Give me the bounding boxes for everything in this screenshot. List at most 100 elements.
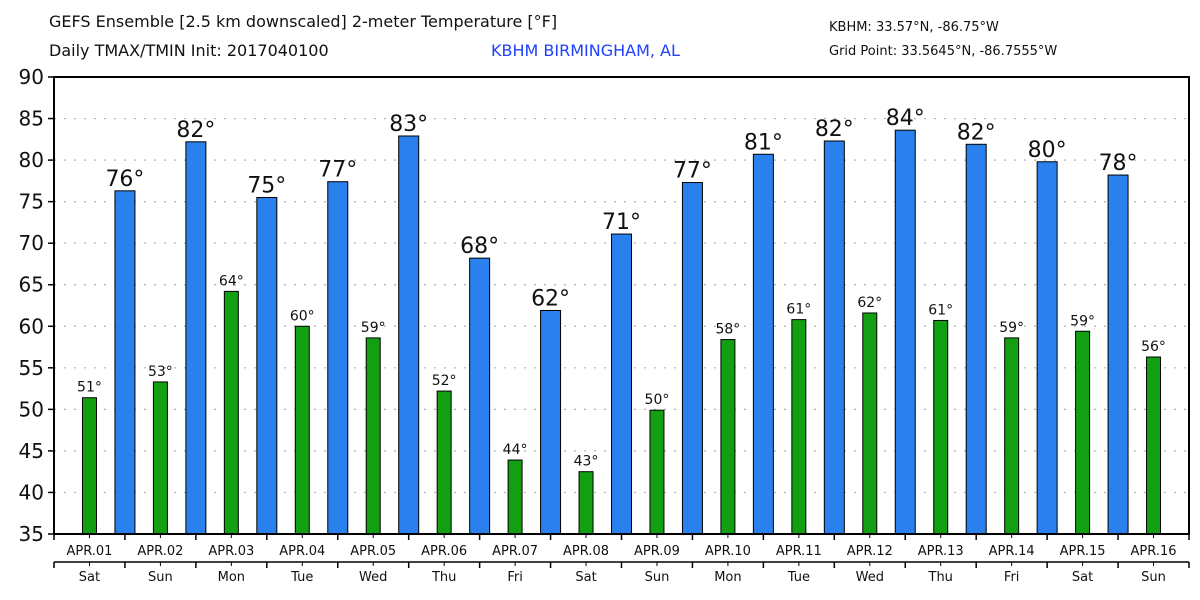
tmax-bar: [469, 257, 491, 535]
tmin-bar: [1146, 356, 1162, 535]
tmin-label: 64°: [219, 273, 244, 289]
tmax-bar: [256, 196, 278, 535]
x-weekday-label: Sat: [1072, 570, 1093, 585]
x-weekday-label: Mon: [218, 570, 245, 585]
y-tick-label: 80: [19, 148, 44, 172]
tmin-label: 61°: [786, 302, 811, 318]
y-tick-label: 60: [19, 314, 44, 338]
tmin-label: 51°: [77, 380, 102, 396]
tmax-bar: [894, 129, 916, 535]
tmax-label: 78°: [1099, 151, 1138, 176]
tmin-bar: [223, 290, 239, 535]
tmax-bar: [1036, 161, 1058, 535]
tmax-label: 84°: [886, 106, 925, 131]
bars: [81, 129, 1162, 535]
tmin-label: 61°: [928, 302, 953, 318]
tmax-bar: [965, 143, 987, 535]
x-weekday-label: Sat: [79, 570, 100, 585]
tmax-label: 71°: [602, 210, 641, 235]
x-date-label: APR.12: [847, 544, 893, 559]
x-date-label: APR.15: [1060, 544, 1106, 559]
x-weekday-label: Thu: [928, 570, 953, 585]
tmin-label: 58°: [715, 322, 740, 338]
tmax-label: 82°: [176, 118, 215, 143]
x-date-label: APR.13: [918, 544, 964, 559]
tmin-label: 59°: [999, 320, 1024, 336]
x-date-label: APR.03: [208, 544, 254, 559]
x-weekday-label: Sun: [148, 570, 173, 585]
x-date-label: APR.08: [563, 544, 609, 559]
x-date-label: APR.05: [350, 544, 396, 559]
grid-point-coordinates: Grid Point: 33.5645°N, -86.7555°W: [829, 44, 1058, 59]
tmin-bar: [720, 339, 736, 535]
tmin-bar: [507, 459, 523, 535]
tmin-label: 50°: [645, 392, 670, 408]
y-tick-label: 40: [19, 480, 44, 504]
x-weekday-label: Sun: [1141, 570, 1166, 585]
x-weekday-label: Mon: [714, 570, 741, 585]
x-weekday-label: Tue: [290, 570, 313, 585]
tmin-label: 62°: [857, 295, 882, 311]
x-date-label: APR.02: [137, 544, 183, 559]
tmin-bar: [1004, 337, 1020, 535]
tmin-label: 53°: [148, 364, 173, 380]
y-tick-label: 45: [19, 439, 44, 463]
y-tick-label: 50: [19, 397, 44, 421]
chart-title: GEFS Ensemble [2.5 km downscaled] 2-mete…: [49, 12, 558, 31]
y-tick-label: 85: [19, 107, 44, 131]
bar-labels: 51° 53° 76° 64° 82° 60° 75° 59° 77° 52° 83° 44° 68° 4…: [77, 106, 1166, 470]
tmax-bar: [681, 182, 703, 535]
station-name: KBHM BIRMINGHAM, AL: [491, 41, 680, 60]
tmin-label: 59°: [1070, 313, 1095, 329]
tmax-label: 83°: [389, 112, 428, 137]
tmax-label: 68°: [460, 234, 499, 259]
tmax-label: 82°: [957, 120, 996, 145]
x-date-label: APR.06: [421, 544, 467, 559]
tmax-label: 75°: [247, 173, 286, 198]
tmax-label: 62°: [531, 286, 570, 311]
tmin-bar: [365, 337, 381, 535]
chart-subtitle: Daily TMAX/TMIN Init: 2017040100: [49, 41, 329, 60]
x-weekday-label: Fri: [1004, 570, 1020, 585]
tmin-label: 56°: [1141, 339, 1166, 355]
tmax-label: 81°: [744, 130, 783, 155]
tmax-bar: [540, 309, 562, 535]
y-tick-label: 75: [19, 190, 44, 214]
x-weekday-label: Sat: [575, 570, 596, 585]
x-date-label: APR.09: [634, 544, 680, 559]
tmax-bar: [398, 135, 420, 535]
tmax-bar: [1107, 174, 1129, 535]
tmax-label: 77°: [318, 158, 357, 183]
tmax-label: 77°: [673, 159, 712, 184]
x-weekday-label: Sun: [645, 570, 670, 585]
tmin-bar: [81, 397, 97, 535]
tmax-bar: [823, 140, 845, 535]
y-tick-label: 90: [19, 65, 44, 89]
tmax-label: 76°: [105, 167, 144, 192]
x-date-label: APR.01: [66, 544, 112, 559]
y-tick-label: 65: [19, 273, 44, 297]
y-tick-label: 55: [19, 356, 44, 380]
tmax-bar: [611, 233, 632, 535]
tmax-bar: [327, 181, 349, 535]
x-weekday-label: Wed: [856, 570, 884, 585]
tmin-label: 52°: [432, 373, 457, 389]
tmin-bar: [294, 325, 310, 535]
x-date-label: APR.11: [776, 544, 822, 559]
y-tick-label: 35: [19, 522, 44, 546]
x-weekday-label: Wed: [359, 570, 387, 585]
tmin-bar: [436, 390, 452, 535]
tmax-bar: [114, 190, 136, 535]
x-date-label: APR.16: [1131, 544, 1177, 559]
tmin-label: 43°: [574, 454, 599, 470]
x-date-label: APR.04: [279, 544, 325, 559]
tmin-bar: [649, 409, 665, 535]
x-date-label: APR.14: [989, 544, 1035, 559]
y-tick-label: 70: [19, 231, 44, 255]
tmax-label: 82°: [815, 117, 854, 142]
station-coordinates: KBHM: 33.57°N, -86.75°W: [829, 20, 999, 35]
x-date-label: APR.10: [705, 544, 751, 559]
tmin-bar: [791, 319, 807, 535]
x-weekday-label: Fri: [507, 570, 523, 585]
